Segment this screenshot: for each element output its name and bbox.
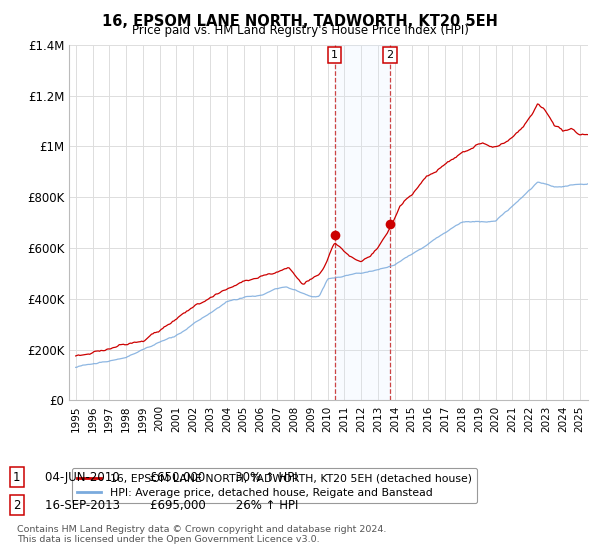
Text: 1: 1 (13, 470, 20, 484)
Text: 1: 1 (331, 50, 338, 60)
Text: Price paid vs. HM Land Registry's House Price Index (HPI): Price paid vs. HM Land Registry's House … (131, 24, 469, 37)
Legend: 16, EPSOM LANE NORTH, TADWORTH, KT20 5EH (detached house), HPI: Average price, d: 16, EPSOM LANE NORTH, TADWORTH, KT20 5EH… (72, 468, 477, 503)
Text: 2: 2 (386, 50, 394, 60)
Text: 2: 2 (13, 498, 20, 512)
Text: 16, EPSOM LANE NORTH, TADWORTH, KT20 5EH: 16, EPSOM LANE NORTH, TADWORTH, KT20 5EH (102, 14, 498, 29)
Text: Contains HM Land Registry data © Crown copyright and database right 2024.
This d: Contains HM Land Registry data © Crown c… (17, 525, 386, 544)
Text: 04-JUN-2010        £650,000        30% ↑ HPI: 04-JUN-2010 £650,000 30% ↑ HPI (45, 470, 298, 484)
Bar (335, 45, 390, 400)
Text: 16-SEP-2013        £695,000        26% ↑ HPI: 16-SEP-2013 £695,000 26% ↑ HPI (45, 498, 298, 512)
